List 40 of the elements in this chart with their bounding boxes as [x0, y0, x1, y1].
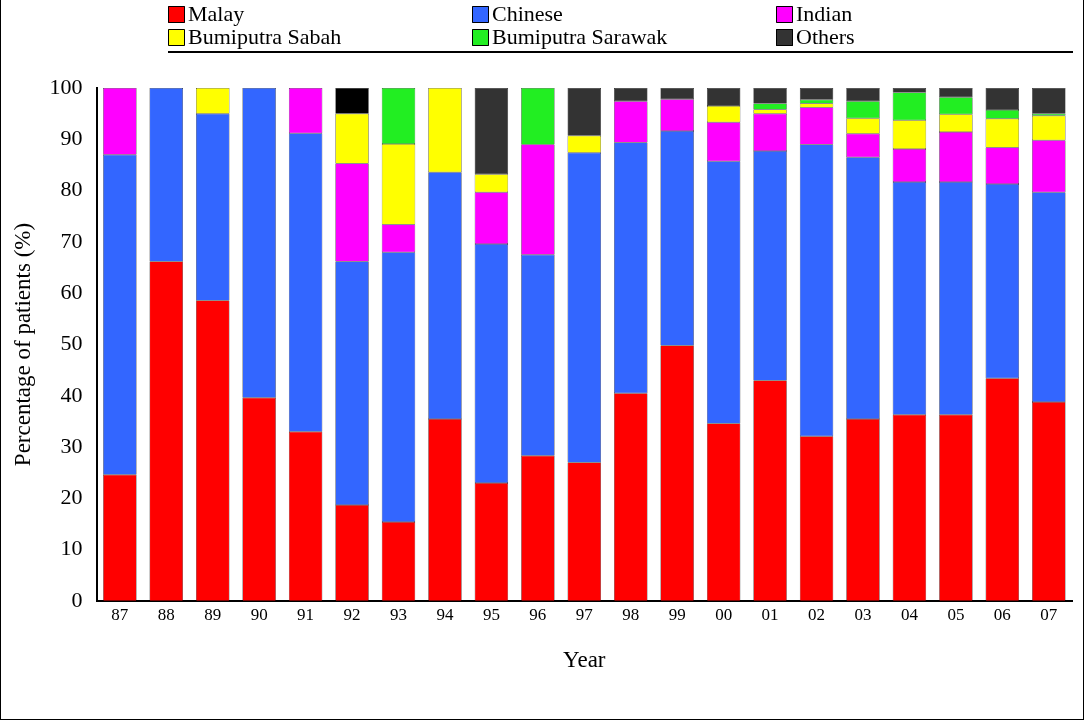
- y-tick-label: 40: [60, 381, 83, 407]
- x-tick-label: 01: [761, 604, 779, 624]
- x-tick-label: 95: [482, 604, 500, 624]
- x-tick-label: 00: [715, 604, 733, 624]
- legend-label: Malay: [188, 0, 245, 26]
- x-tick-label: 03: [854, 604, 872, 624]
- x-tick-label: 04: [900, 604, 919, 624]
- x-tick-label: 97: [575, 604, 594, 624]
- x-tick-label: 99: [668, 604, 686, 624]
- x-tick-label: 02: [808, 604, 826, 624]
- x-tick-label: 89: [204, 604, 222, 624]
- y-axis-title: Percentage of patients (%): [9, 222, 35, 467]
- x-axis-title: Year: [563, 647, 606, 673]
- x-tick-label: 90: [250, 604, 268, 624]
- bar: [335, 88, 369, 114]
- x-tick-label: 05: [947, 604, 965, 624]
- x-tick-label: 07: [1040, 604, 1058, 624]
- x-tick-label: 96: [529, 604, 547, 624]
- y-tick-label: 80: [60, 176, 83, 202]
- x-tick-label: 06: [993, 604, 1011, 624]
- y-tick-label: 50: [60, 330, 83, 356]
- y-tick-label: 60: [60, 278, 83, 304]
- legend-label: Indian: [796, 0, 853, 26]
- y-tick-label: 10: [60, 535, 83, 561]
- y-tick-label: 30: [60, 432, 83, 458]
- x-tick-label: 93: [390, 604, 408, 624]
- y-tick-label: 0: [71, 586, 83, 612]
- y-tick-label: 90: [60, 125, 83, 151]
- x-tick-label: 94: [436, 604, 454, 624]
- legend-label: Others: [796, 23, 855, 49]
- legend-label: Chinese: [492, 0, 563, 26]
- x-tick-label: 87: [111, 604, 129, 624]
- x-tick-label: 88: [157, 604, 175, 624]
- y-tick-label: 20: [60, 484, 83, 510]
- x-tick-label: 92: [343, 604, 361, 624]
- y-tick-label: 100: [49, 73, 83, 99]
- legend-label: Bumiputra Sarawak: [492, 23, 668, 49]
- x-tick-label: 98: [622, 604, 640, 624]
- x-tick-label: 91: [297, 604, 315, 624]
- y-tick-label: 70: [60, 227, 83, 253]
